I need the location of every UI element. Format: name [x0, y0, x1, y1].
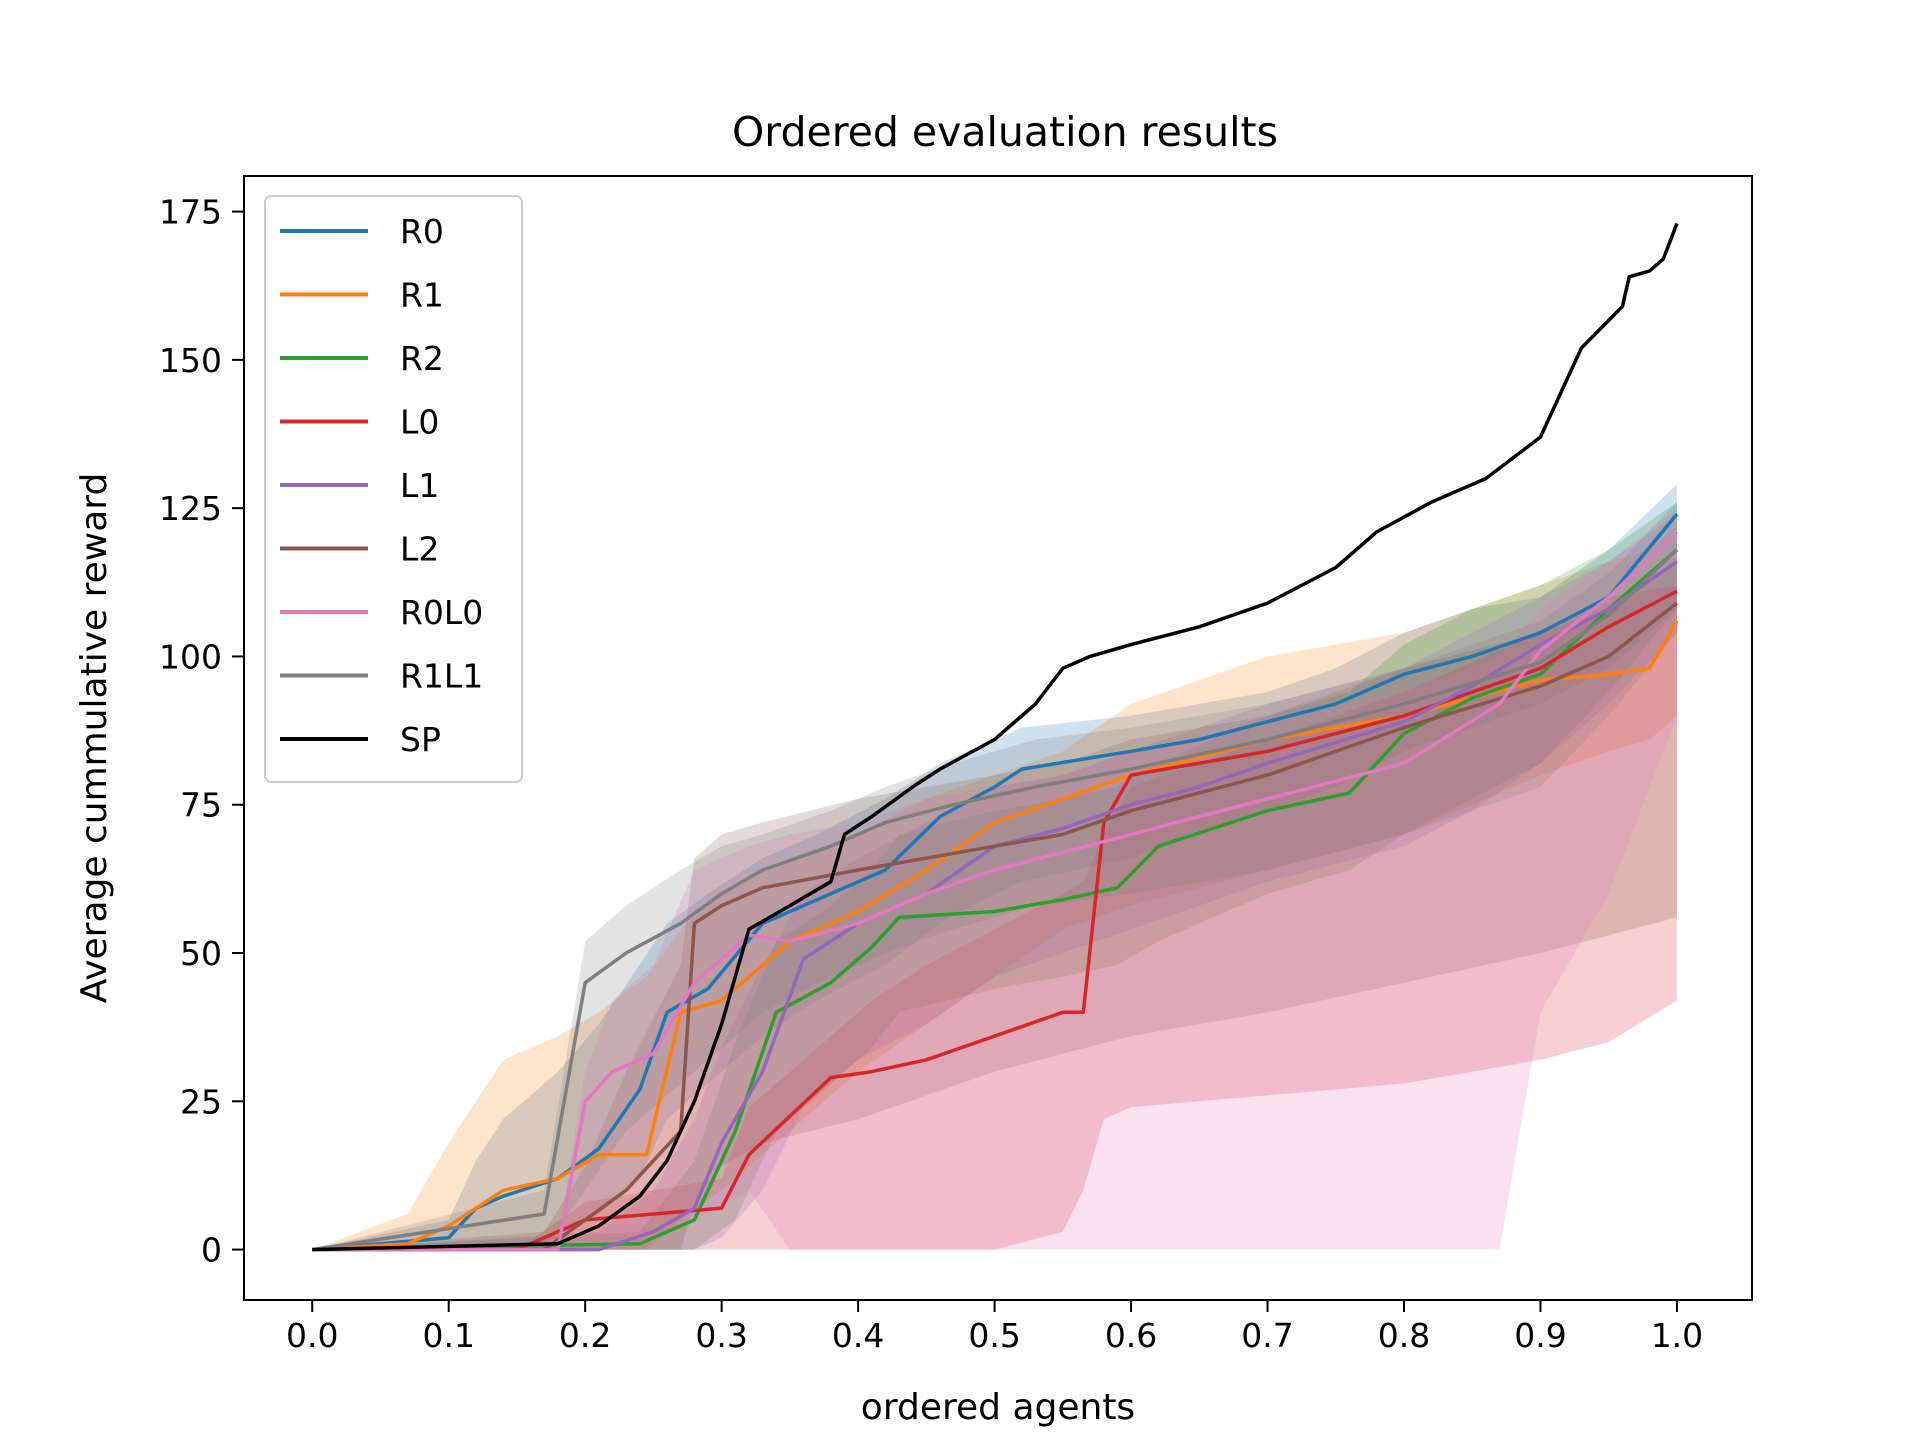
x-axis-label: ordered agents	[861, 1387, 1135, 1428]
y-tick-label: 100	[159, 637, 222, 676]
y-tick-label: 150	[159, 341, 222, 380]
x-tick-label: 0.3	[695, 1316, 747, 1355]
band-l1	[312, 514, 1677, 1250]
x-tick-label: 0.6	[1105, 1316, 1157, 1355]
x-tick-label: 0.1	[422, 1316, 474, 1355]
band-r1l1	[312, 502, 1677, 1250]
x-tick-label: 1.0	[1651, 1316, 1703, 1355]
band-r0	[312, 484, 1677, 1250]
legend-label-r1: R1	[400, 276, 444, 315]
legend: R0 R1 R2 L0 L1 L2 R0L0 R1L1 SP	[264, 195, 523, 783]
band-r2	[312, 502, 1677, 1250]
y-axis-ticks: 0 25 50 75 100 125 150 175	[159, 193, 244, 1270]
series-line-r2	[312, 548, 1679, 1252]
series-line-l2	[312, 601, 1678, 1252]
series-line-sp	[312, 222, 1679, 1252]
series-line-r1	[312, 620, 1679, 1252]
legend-label-l1: L1	[400, 466, 439, 505]
band-r1	[312, 526, 1677, 1250]
x-tick-label: 0.7	[1241, 1316, 1293, 1355]
x-tick-label: 0.4	[832, 1316, 884, 1355]
x-axis-ticks: 0.0 0.1 0.2 0.3 0.4 0.5 0.6 0.7 0.8 0.9 1.0	[286, 1300, 1703, 1355]
x-tick-label: 0.9	[1514, 1316, 1566, 1355]
x-tick-label: 0.2	[559, 1316, 611, 1355]
y-tick-label: 0	[201, 1231, 222, 1270]
x-tick-label: 0.5	[968, 1316, 1020, 1355]
y-tick-label: 75	[180, 786, 222, 825]
band-r0l0	[312, 508, 1677, 1250]
x-tick-label: 0.0	[286, 1316, 338, 1355]
x-tick-label: 0.8	[1378, 1316, 1430, 1355]
series-lines	[311, 222, 1679, 1252]
y-tick-label: 125	[159, 489, 222, 528]
y-tick-label: 50	[180, 934, 222, 973]
plot-frame	[243, 175, 1753, 1301]
legend-label-r0l0: R0L0	[400, 593, 483, 632]
series-line-r1l1	[311, 548, 1679, 1252]
y-tick-label: 175	[159, 193, 222, 232]
legend-label-l0: L0	[400, 403, 439, 442]
legend-label-r2: R2	[400, 339, 444, 378]
legend-label-l2: L2	[400, 530, 439, 569]
y-tick-label: 25	[180, 1082, 222, 1121]
series-line-r0l0	[312, 530, 1679, 1252]
legend-label-r0: R0	[400, 212, 444, 251]
chart-title: Ordered evaluation results	[732, 108, 1278, 156]
legend-label-sp: SP	[400, 720, 441, 759]
legend-box	[264, 195, 523, 783]
y-axis-label: Average cummulative reward	[74, 473, 115, 1004]
legend-label-r1l1: R1L1	[400, 657, 483, 696]
